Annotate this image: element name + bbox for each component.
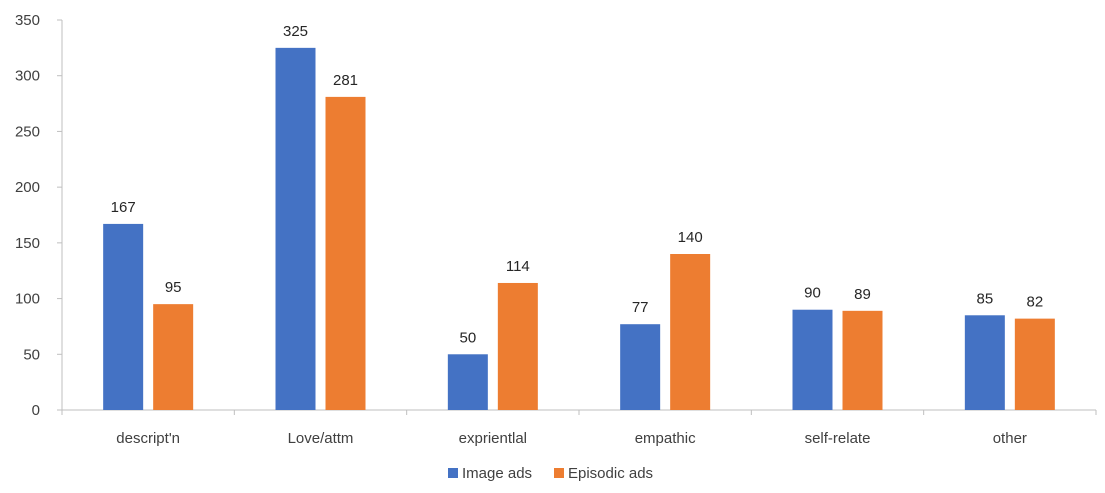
- data-label: 140: [678, 229, 703, 246]
- legend: Image ads Episodic ads: [448, 465, 653, 482]
- data-label: 89: [854, 286, 871, 303]
- bar-image-ads: [447, 354, 488, 410]
- data-label: 50: [459, 329, 476, 346]
- y-tick-label: 300: [15, 68, 40, 85]
- data-label: 85: [976, 290, 993, 307]
- data-label: 77: [632, 299, 649, 316]
- bars: [103, 47, 1055, 410]
- bar-episodic-ads: [1014, 318, 1055, 410]
- x-tick-label: other: [993, 430, 1027, 447]
- legend-swatch: [448, 468, 458, 478]
- data-label: 325: [283, 23, 308, 40]
- y-tick-label: 50: [23, 346, 40, 363]
- data-label: 167: [111, 199, 136, 216]
- bar-episodic-ads: [325, 96, 366, 410]
- data-label: 95: [165, 279, 182, 296]
- y-tick-label: 0: [32, 402, 40, 419]
- bar-image-ads: [103, 223, 144, 410]
- legend-label: Episodic ads: [568, 465, 653, 482]
- bar-episodic-ads: [842, 310, 883, 410]
- y-tick-label: 100: [15, 291, 40, 308]
- data-label: 281: [333, 72, 358, 89]
- y-tick-label: 250: [15, 123, 40, 140]
- data-label: 114: [506, 258, 530, 275]
- bar-episodic-ads: [497, 282, 538, 410]
- axes: 0 50 100 150 200 250 300 350 descript'n Love/attm…: [15, 12, 1097, 447]
- x-tick-label: exprientlal: [459, 430, 527, 447]
- bar-image-ads: [792, 309, 833, 410]
- bar-image-ads: [620, 324, 661, 410]
- data-label: 90: [804, 285, 821, 302]
- legend-label: Image ads: [462, 465, 532, 482]
- y-tick-label: 200: [15, 179, 40, 196]
- data-label: 82: [1026, 294, 1043, 311]
- bar-image-ads: [275, 47, 316, 410]
- bar-episodic-ads: [153, 304, 194, 410]
- bar-image-ads: [964, 315, 1005, 410]
- bar-episodic-ads: [670, 254, 711, 410]
- x-tick-label: empathic: [635, 430, 696, 447]
- x-tick-label: self-relate: [805, 430, 871, 447]
- legend-swatch: [554, 468, 564, 478]
- y-tick-label: 150: [15, 235, 40, 252]
- x-tick-label: Love/attm: [288, 430, 354, 447]
- x-tick-label: descript'n: [116, 430, 180, 447]
- y-tick-label: 350: [15, 12, 40, 29]
- data-labels: 167 95 325 281 50 114 77 140 90 89 85 82: [111, 23, 1044, 346]
